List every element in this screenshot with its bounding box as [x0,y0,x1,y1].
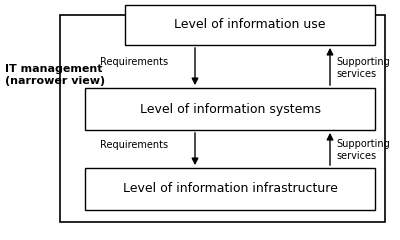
Text: Level of information infrastructure: Level of information infrastructure [122,182,338,196]
Text: Requirements: Requirements [100,57,168,67]
Bar [85,88,375,130]
Text: IT management
(narrower view): IT management (narrower view) [5,64,105,86]
Bar [125,5,375,45]
Text: Supporting
services: Supporting services [336,57,390,79]
Text: Supporting
services: Supporting services [336,139,390,161]
Bar [60,15,385,222]
Text: Level of information use: Level of information use [174,18,326,31]
Text: Level of information systems: Level of information systems [140,102,320,115]
Text: Requirements: Requirements [100,140,168,150]
Bar [85,168,375,210]
